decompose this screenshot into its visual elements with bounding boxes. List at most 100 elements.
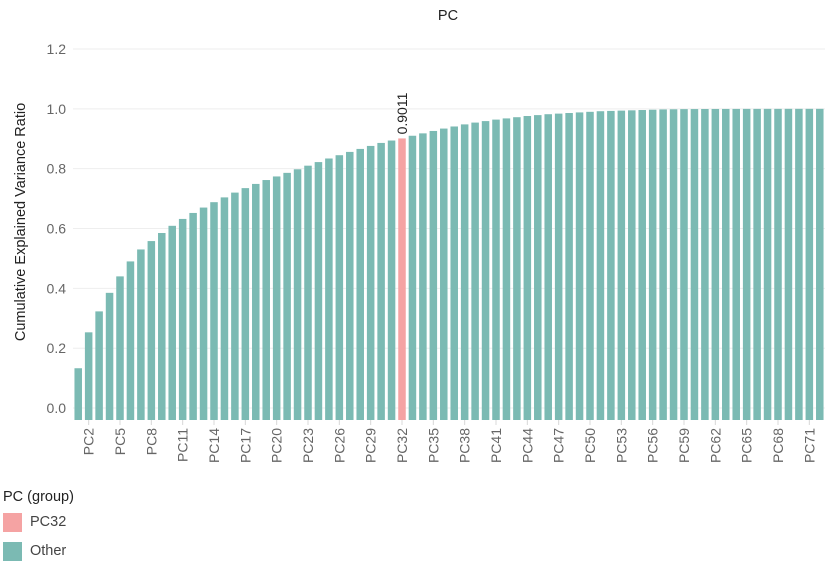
- y-tick-label: 0.6: [47, 221, 67, 237]
- bar-pc66[interactable]: [753, 108, 761, 420]
- bar-pc3[interactable]: [95, 311, 103, 420]
- legend-item-pc32[interactable]: PC32: [3, 512, 74, 532]
- legend-item-other[interactable]: Other: [3, 541, 74, 561]
- bar-pc4[interactable]: [105, 292, 114, 420]
- bar-pc65[interactable]: [742, 108, 751, 420]
- bar-pc58[interactable]: [669, 109, 678, 421]
- bar-pc70[interactable]: [795, 108, 803, 421]
- bar-pc15[interactable]: [220, 197, 229, 420]
- bar-pc38[interactable]: [460, 124, 469, 420]
- x-tick-label: PC68: [770, 428, 786, 463]
- bar-pc5[interactable]: [116, 276, 124, 420]
- bar-pc17[interactable]: [241, 188, 250, 420]
- bar-pc68[interactable]: [774, 108, 782, 420]
- data-label-pc32: 0.9011: [394, 92, 410, 134]
- x-tick-label: PC53: [613, 428, 629, 463]
- bar-pc14[interactable]: [210, 202, 218, 420]
- bar-pc67[interactable]: [763, 108, 772, 420]
- bar-pc62[interactable]: [711, 108, 720, 420]
- bar-pc69[interactable]: [784, 108, 793, 421]
- bar-pc31[interactable]: [387, 140, 396, 421]
- bar-pc47[interactable]: [554, 113, 563, 420]
- bar-pc59[interactable]: [680, 109, 688, 420]
- bar-pc60[interactable]: [690, 109, 699, 420]
- y-tick-label: 0.8: [47, 161, 67, 177]
- bar-pc35[interactable]: [429, 130, 438, 420]
- bars[interactable]: [74, 108, 824, 421]
- bar-pc25[interactable]: [325, 158, 333, 420]
- x-tick-label: PC14: [206, 428, 222, 463]
- bar-pc2[interactable]: [84, 332, 93, 420]
- x-tick-label: PC35: [425, 428, 441, 463]
- bar-pc64[interactable]: [732, 108, 740, 420]
- bar-pc28[interactable]: [356, 148, 364, 420]
- bar-pc42[interactable]: [502, 118, 511, 421]
- x-tick-label: PC5: [112, 428, 128, 455]
- bar-pc48[interactable]: [565, 113, 573, 420]
- bar-pc49[interactable]: [575, 112, 584, 421]
- bar-pc20[interactable]: [272, 176, 281, 420]
- y-tick-label: 1.0: [47, 101, 67, 117]
- bar-pc41[interactable]: [492, 119, 500, 420]
- bar-pc29[interactable]: [366, 145, 375, 420]
- bar-pc56[interactable]: [648, 109, 657, 420]
- bar-pc16[interactable]: [231, 192, 239, 420]
- bar-pc12[interactable]: [189, 212, 197, 420]
- bar-pc30[interactable]: [377, 142, 385, 420]
- bar-pc57[interactable]: [659, 109, 667, 420]
- x-tick-label: PC38: [457, 428, 473, 463]
- bar-pc54[interactable]: [628, 110, 636, 421]
- bar-pc21[interactable]: [283, 172, 291, 420]
- y-axis-title: Cumulative Explained Variance Ratio: [13, 103, 29, 341]
- legend-title: PC (group): [3, 489, 74, 505]
- x-tick-label: PC56: [645, 428, 661, 463]
- bar-pc9[interactable]: [158, 232, 166, 420]
- bar-pc23[interactable]: [304, 165, 312, 420]
- bar-pc19[interactable]: [262, 180, 270, 420]
- bar-pc36[interactable]: [440, 128, 448, 421]
- x-tick-label: PC17: [237, 428, 253, 463]
- data-labels: 0.9011: [394, 92, 410, 134]
- bar-pc50[interactable]: [586, 111, 594, 421]
- bar-pc39[interactable]: [471, 122, 479, 420]
- bar-pc22[interactable]: [293, 169, 302, 420]
- bar-pc37[interactable]: [450, 126, 458, 420]
- bar-pc13[interactable]: [199, 207, 208, 420]
- x-tick-label: PC20: [269, 428, 285, 463]
- bar-pc51[interactable]: [596, 111, 605, 420]
- bar-pc24[interactable]: [314, 162, 323, 421]
- legend-label-pc32: PC32: [30, 514, 67, 530]
- bar-pc32[interactable]: [398, 138, 406, 420]
- x-tick-label: PC71: [801, 428, 817, 463]
- bar-pc7[interactable]: [137, 249, 145, 420]
- bar-pc10[interactable]: [168, 225, 176, 420]
- bar-pc63[interactable]: [722, 108, 730, 421]
- bar-pc1[interactable]: [74, 368, 82, 420]
- bar-pc52[interactable]: [607, 110, 615, 421]
- legend-label-other: Other: [30, 543, 67, 559]
- y-axis-ticks: 0.0 0.2 0.4 0.6 0.8 1.0 1.2: [47, 41, 67, 416]
- bar-pc34[interactable]: [419, 133, 427, 420]
- bar-pc6[interactable]: [126, 261, 135, 420]
- x-tick-label: PC62: [707, 428, 723, 463]
- bar-pc11[interactable]: [178, 218, 187, 420]
- bar-pc18[interactable]: [252, 183, 260, 420]
- bar-pc26[interactable]: [335, 155, 344, 420]
- x-tick-label: PC44: [519, 428, 535, 463]
- bar-pc27[interactable]: [346, 151, 354, 420]
- bar-pc44[interactable]: [523, 116, 532, 420]
- bar-pc46[interactable]: [544, 114, 552, 420]
- bar-pc72[interactable]: [816, 108, 824, 421]
- bar-pc53[interactable]: [617, 110, 626, 420]
- bar-pc40[interactable]: [481, 121, 490, 420]
- bar-pc55[interactable]: [638, 110, 646, 421]
- bar-pc61[interactable]: [701, 109, 709, 421]
- x-tick-label: PC29: [363, 428, 379, 463]
- bar-pc71[interactable]: [805, 108, 814, 421]
- legend-swatch-other: [3, 541, 22, 561]
- bar-pc8[interactable]: [147, 241, 156, 420]
- bar-pc33[interactable]: [408, 135, 417, 420]
- bar-pc43[interactable]: [513, 117, 521, 420]
- bar-pc45[interactable]: [534, 115, 542, 420]
- y-tick-label: 0.0: [47, 400, 67, 416]
